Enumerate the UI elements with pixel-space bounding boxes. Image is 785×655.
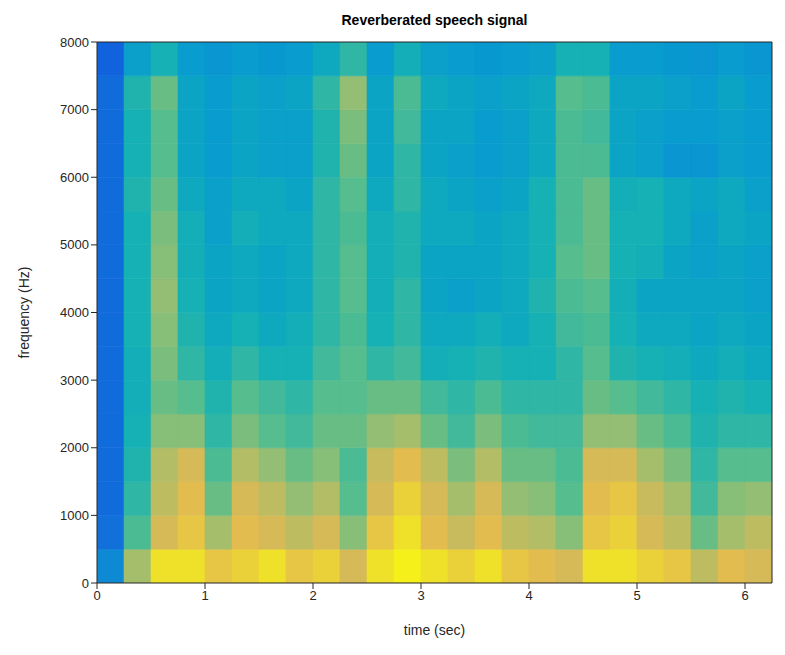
svg-text:4000: 4000 bbox=[60, 305, 89, 320]
svg-text:time (sec): time (sec) bbox=[404, 622, 465, 638]
svg-text:0: 0 bbox=[82, 576, 89, 591]
svg-text:1: 1 bbox=[201, 588, 208, 603]
svg-text:3000: 3000 bbox=[60, 373, 89, 388]
svg-text:7000: 7000 bbox=[60, 102, 89, 117]
svg-text:frequency (Hz): frequency (Hz) bbox=[16, 267, 32, 359]
svg-text:6: 6 bbox=[741, 588, 748, 603]
svg-text:5: 5 bbox=[633, 588, 640, 603]
svg-text:3: 3 bbox=[417, 588, 424, 603]
svg-text:2000: 2000 bbox=[60, 440, 89, 455]
svg-text:5000: 5000 bbox=[60, 237, 89, 252]
svg-text:1000: 1000 bbox=[60, 508, 89, 523]
html-text:Reverberated speech signal: Reverberated speech signal bbox=[341, 12, 528, 28]
svg-text:4: 4 bbox=[525, 588, 532, 603]
svg-text:6000: 6000 bbox=[60, 170, 89, 185]
svg-text:2: 2 bbox=[309, 588, 316, 603]
svg-text:8000: 8000 bbox=[60, 35, 89, 50]
svg-text:0: 0 bbox=[93, 588, 100, 603]
